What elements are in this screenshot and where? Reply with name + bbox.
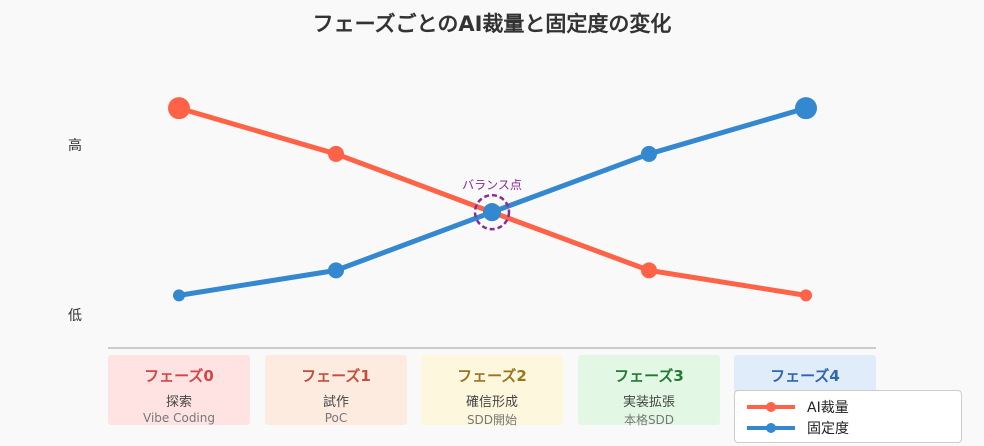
chart-title: フェーズごとのAI裁量と固定度の変化 <box>312 12 672 36</box>
phase-name: フェーズ0 <box>144 367 214 385</box>
series-1-point-2 <box>483 203 501 222</box>
phase-sub: 本格SDD <box>623 413 675 427</box>
series-0-point-3 <box>641 262 657 279</box>
legend-item-ai: AI裁量 <box>745 397 849 417</box>
phase-sub: SDD開始 <box>466 413 518 427</box>
series-0-point-0 <box>168 97 190 120</box>
phase-sub: Vibe Coding <box>143 411 215 425</box>
phase-desc: 確信形成 <box>465 395 518 410</box>
series-0-point-4 <box>800 289 812 302</box>
phase-card-2: フェーズ2 確信形成 SDD開始 <box>421 355 563 427</box>
phase-card-1: フェーズ1 試作 PoC <box>265 355 407 425</box>
legend-swatch-fixed <box>747 423 795 433</box>
phase-desc: 試作 <box>322 395 349 410</box>
phase-desc: 実装拡張 <box>622 395 675 410</box>
series-1-point-3 <box>641 145 657 162</box>
legend-item-fixed: 固定度 <box>745 418 849 438</box>
phase-card-0: フェーズ0 探索 Vibe Coding <box>108 355 250 425</box>
balance-point-marker <box>473 193 511 231</box>
legend-label-fixed: 固定度 <box>807 421 849 437</box>
phase-name: フェーズ2 <box>457 367 527 385</box>
phase-desc: 探索 <box>165 395 192 410</box>
phase-sub: PoC <box>324 411 348 425</box>
series-1-point-1 <box>328 262 344 279</box>
legend-label-ai: AI裁量 <box>807 400 849 416</box>
y-tick-label-low: 低 <box>68 308 82 324</box>
chart-legend: AI裁量 固定度 <box>734 390 962 443</box>
series-1-point-0 <box>173 289 185 302</box>
y-tick-label-high: 高 <box>68 138 82 154</box>
phase-name: フェーズ4 <box>770 367 840 385</box>
series-1-point-4 <box>795 97 817 120</box>
phase-card-3: フェーズ3 実装拡張 本格SDD <box>578 355 720 427</box>
phase-name: フェーズ1 <box>301 367 371 385</box>
phase-name: フェーズ3 <box>614 367 684 385</box>
series-0-point-1 <box>328 145 344 162</box>
balance-point-label: バランス点 <box>462 178 522 192</box>
legend-swatch-ai <box>747 402 795 412</box>
